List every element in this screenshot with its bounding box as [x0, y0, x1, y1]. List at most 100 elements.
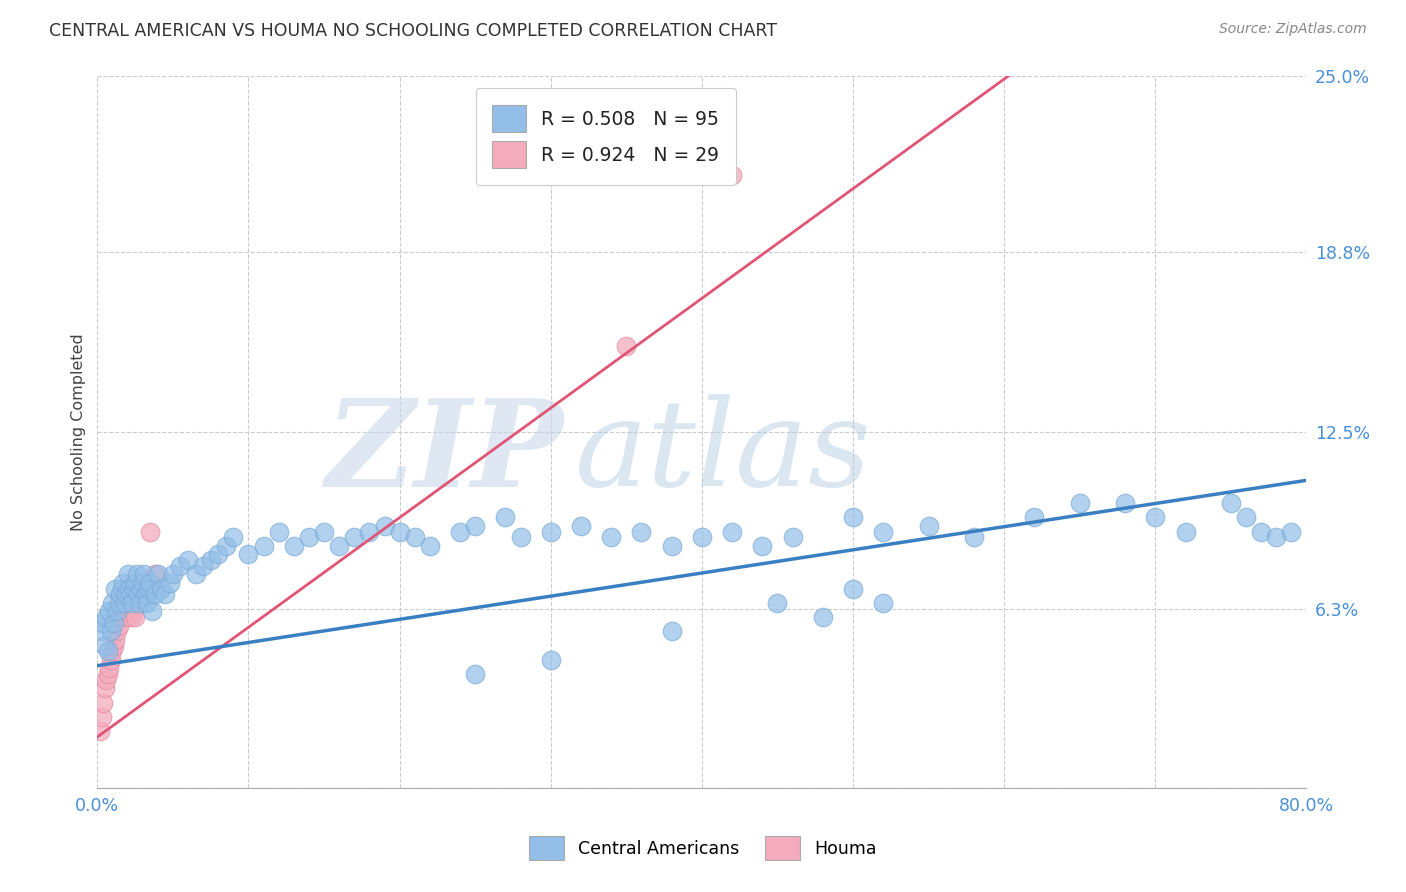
- Point: [872, 524, 894, 539]
- Point: [155, 587, 177, 601]
- Point: [298, 530, 321, 544]
- Point: [135, 587, 157, 601]
- Point: [112, 576, 135, 591]
- Point: [124, 576, 146, 591]
- Point: [200, 553, 222, 567]
- Point: [328, 539, 350, 553]
- Point: [96, 673, 118, 687]
- Point: [782, 530, 804, 544]
- Point: [661, 539, 683, 553]
- Point: [630, 524, 652, 539]
- Point: [104, 632, 127, 647]
- Legend: Central Americans, Houma: Central Americans, Houma: [523, 829, 883, 867]
- Point: [139, 576, 162, 591]
- Point: [661, 624, 683, 639]
- Point: [89, 724, 111, 739]
- Point: [97, 667, 120, 681]
- Point: [359, 524, 381, 539]
- Point: [177, 553, 200, 567]
- Point: [115, 587, 138, 601]
- Point: [373, 519, 395, 533]
- Point: [1265, 530, 1288, 544]
- Point: [464, 667, 486, 681]
- Point: [134, 567, 156, 582]
- Point: [131, 582, 153, 596]
- Point: [872, 596, 894, 610]
- Point: [842, 510, 865, 524]
- Point: [191, 558, 214, 573]
- Point: [121, 596, 143, 610]
- Point: [842, 582, 865, 596]
- Point: [494, 510, 516, 524]
- Point: [143, 587, 166, 601]
- Point: [169, 558, 191, 573]
- Point: [93, 615, 115, 630]
- Point: [1250, 524, 1272, 539]
- Point: [139, 524, 162, 539]
- Point: [252, 539, 274, 553]
- Point: [751, 539, 773, 553]
- Point: [118, 605, 141, 619]
- Point: [90, 624, 112, 639]
- Point: [1234, 510, 1257, 524]
- Point: [125, 567, 148, 582]
- Point: [143, 567, 166, 582]
- Point: [93, 696, 115, 710]
- Point: [238, 548, 260, 562]
- Point: [419, 539, 441, 553]
- Point: [184, 567, 207, 582]
- Point: [1114, 496, 1136, 510]
- Point: [100, 653, 122, 667]
- Point: [108, 610, 131, 624]
- Point: [343, 530, 366, 544]
- Point: [149, 582, 172, 596]
- Point: [101, 644, 124, 658]
- Point: [127, 587, 149, 601]
- Point: [124, 610, 146, 624]
- Point: [1279, 524, 1302, 539]
- Point: [117, 596, 139, 610]
- Point: [222, 530, 245, 544]
- Point: [1144, 510, 1167, 524]
- Point: [96, 610, 118, 624]
- Point: [120, 610, 142, 624]
- Point: [963, 530, 986, 544]
- Point: [614, 339, 637, 353]
- Point: [94, 639, 117, 653]
- Point: [107, 618, 129, 632]
- Point: [136, 596, 159, 610]
- Point: [540, 524, 562, 539]
- Point: [98, 661, 121, 675]
- Point: [129, 582, 152, 596]
- Point: [540, 653, 562, 667]
- Text: atlas: atlas: [575, 394, 872, 512]
- Point: [449, 524, 471, 539]
- Point: [283, 539, 305, 553]
- Point: [131, 576, 153, 591]
- Point: [118, 582, 141, 596]
- Point: [114, 596, 136, 610]
- Point: [101, 596, 124, 610]
- Point: [721, 524, 744, 539]
- Point: [105, 605, 128, 619]
- Point: [509, 530, 531, 544]
- Point: [146, 567, 169, 582]
- Point: [1069, 496, 1091, 510]
- Point: [122, 605, 145, 619]
- Text: Source: ZipAtlas.com: Source: ZipAtlas.com: [1219, 22, 1367, 37]
- Point: [690, 530, 713, 544]
- Point: [94, 681, 117, 696]
- Point: [312, 524, 335, 539]
- Y-axis label: No Schooling Completed: No Schooling Completed: [72, 333, 86, 531]
- Point: [464, 519, 486, 533]
- Point: [207, 548, 229, 562]
- Point: [215, 539, 238, 553]
- Point: [138, 582, 160, 596]
- Point: [388, 524, 411, 539]
- Point: [122, 582, 145, 596]
- Point: [103, 615, 125, 630]
- Point: [107, 596, 129, 610]
- Point: [1024, 510, 1046, 524]
- Point: [162, 567, 184, 582]
- Point: [110, 582, 132, 596]
